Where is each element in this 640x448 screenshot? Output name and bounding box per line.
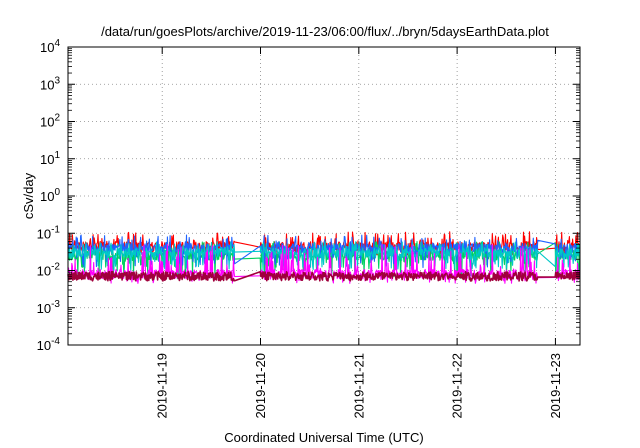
x-tick-label: 2019-11-23 <box>548 353 563 419</box>
x-tick-label: 2019-11-19 <box>155 353 170 419</box>
y-tick-label: 10-3 <box>37 299 61 316</box>
x-tick-label: 2019-11-22 <box>450 353 465 419</box>
y-tick-label: 102 <box>40 113 60 130</box>
series-line-4 <box>67 241 581 272</box>
y-tick-label: 103 <box>40 75 60 92</box>
y-tick-label: 10-1 <box>37 224 61 241</box>
y-tick-label: 10-2 <box>37 262 61 279</box>
x-axis: 2019-11-19 2019-11-20 2019-11-21 2019-11-22… <box>155 47 563 419</box>
y-tick-label: 101 <box>40 150 60 167</box>
data-series <box>67 231 581 284</box>
grid-lines <box>68 46 580 346</box>
series-line-6 <box>67 270 581 282</box>
chart-title: /data/run/goesPlots/archive/2019-11-23/0… <box>101 24 549 39</box>
x-tick-label: 2019-11-21 <box>351 353 366 419</box>
y-axis: 10-4 10-3 10-2 10-1 100 101 102 103 104 <box>37 38 580 353</box>
y-tick-label: 10-4 <box>37 336 61 353</box>
y-tick-label: 100 <box>40 187 60 204</box>
series-line-3 <box>67 234 581 269</box>
y-axis-label: cSv/day <box>21 172 36 219</box>
y-tick-label: 104 <box>40 38 60 55</box>
x-axis-label: Coordinated Universal Time (UTC) <box>224 430 423 445</box>
x-tick-label: 2019-11-20 <box>253 353 268 419</box>
